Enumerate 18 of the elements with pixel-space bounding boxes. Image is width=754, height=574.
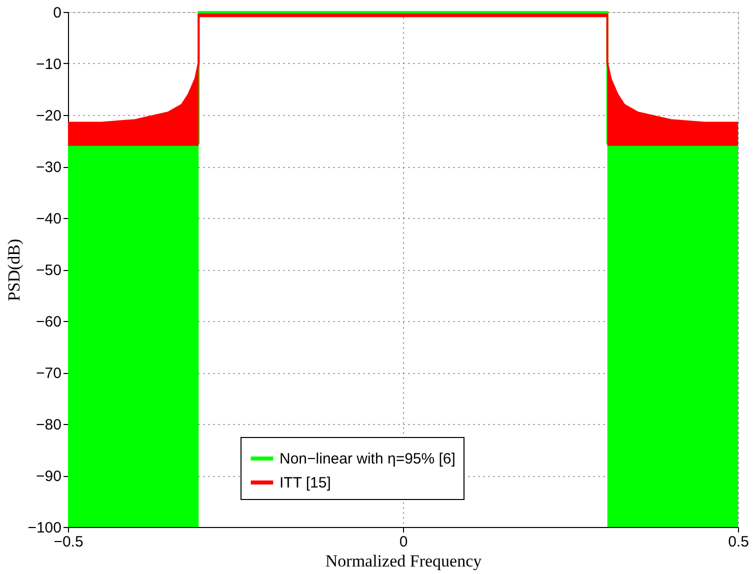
y-tick-label: −10: [36, 56, 62, 73]
y-tick-label: −60: [36, 314, 62, 330]
y-tick-label: −90: [36, 468, 62, 485]
x-axis-title: Normalized Frequency: [325, 552, 482, 570]
y-tick-label: −30: [36, 159, 62, 176]
y-tick-label: −20: [36, 108, 62, 124]
y-tick-label: −100: [28, 520, 62, 536]
x-tick-label: 0.5: [728, 534, 749, 550]
legend-label: Non−linear with η=95% [6]: [280, 450, 456, 468]
y-tick-label: 0: [53, 4, 62, 22]
legend-label: ITT [15]: [280, 474, 331, 492]
y-tick-label: −40: [36, 210, 62, 228]
y-tick-label: −80: [36, 416, 62, 434]
y-tick-label: −70: [36, 365, 62, 382]
y-tick-label: −50: [36, 262, 62, 279]
x-tick-label: −0.5: [54, 534, 84, 550]
x-tick-label: 0: [399, 534, 408, 550]
y-axis-title: PSD(dB): [4, 238, 24, 302]
